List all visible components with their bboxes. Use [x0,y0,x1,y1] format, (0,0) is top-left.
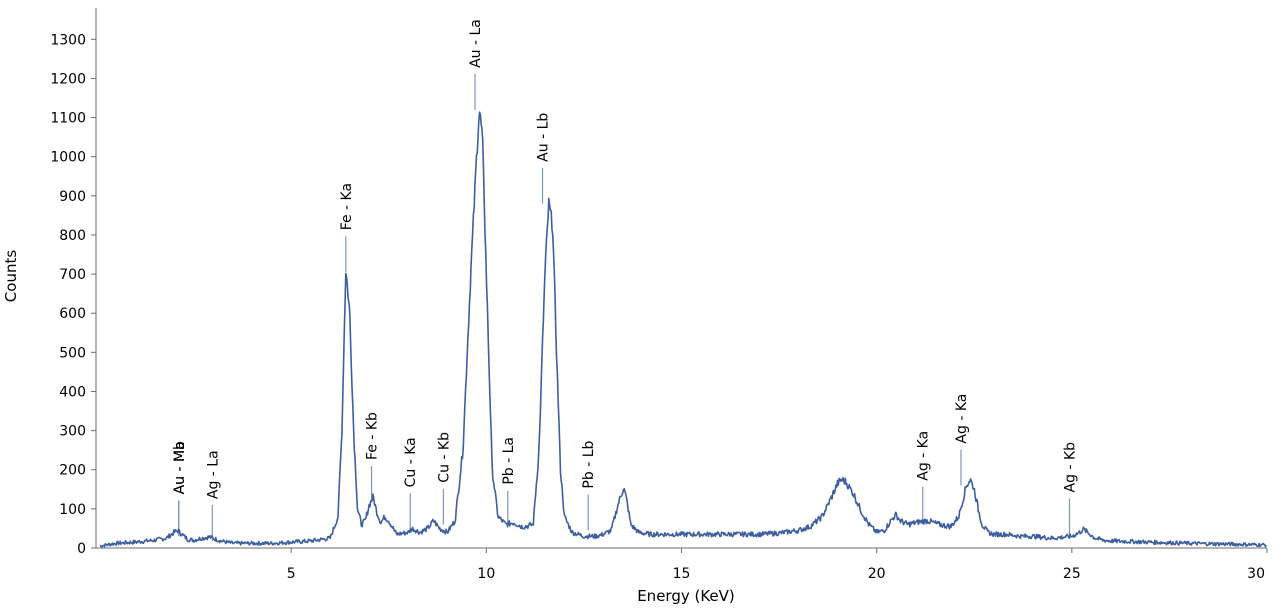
peak-label: Ag - Ka [954,394,970,444]
series-layer [99,111,1267,548]
peak-label: Cu - Ka [403,437,419,487]
y-tick-label: 100 [59,502,86,518]
x-tick-label: 5 [287,566,296,582]
peak-label: Au - Lb [536,113,552,162]
x-tick-label: 30 [1247,566,1265,582]
y-tick-label: 0 [77,541,86,557]
peak-label: Au - Ma [172,441,188,494]
peak-label: Ag - La [205,450,221,499]
x-ticks: 5 10 15 20 25 30 [287,548,1268,582]
series-line [99,111,1267,548]
peak-label: Au - Mb [172,441,188,494]
y-axis-title: Counts [2,250,20,303]
y-tick-label: 1100 [50,111,86,127]
y-tick-label: 700 [59,267,86,283]
peak-markers [178,73,1071,541]
peak-label: Au - La [468,19,484,68]
x-tick-label: 10 [477,566,495,582]
y-tick-label: 500 [59,345,86,361]
y-tick-label: 300 [59,424,86,440]
y-tick-label: 200 [59,463,86,479]
x-tick-label: 15 [673,566,691,582]
y-tick-label: 900 [59,189,86,205]
peak-label: Fe - Kb [365,412,381,460]
y-tick-label: 1000 [50,150,86,166]
peak-label: Fe - Ka [339,183,355,230]
y-tick-label: 1300 [50,32,86,48]
x-axis-title: Energy (KeV) [637,587,735,605]
peak-label: Ag - Kb [1062,442,1078,493]
x-tick-label: 20 [868,566,886,582]
peak-label: Pb - La [501,437,517,485]
y-tick-label: 400 [59,384,86,400]
axes [95,8,1267,549]
peak-label: Ag - Ka [916,431,932,481]
y-tick-label: 800 [59,228,86,244]
y-tick-label: 1200 [50,71,86,87]
y-ticks: 0 100 200 300 400 500 600 700 800 900 1000 1100 1200… [50,32,96,557]
x-tick-label: 25 [1063,566,1081,582]
y-tick-label: 600 [59,306,86,322]
peak-label: Pb - Lb [581,440,597,488]
peak-label: Cu - Kb [436,432,452,483]
